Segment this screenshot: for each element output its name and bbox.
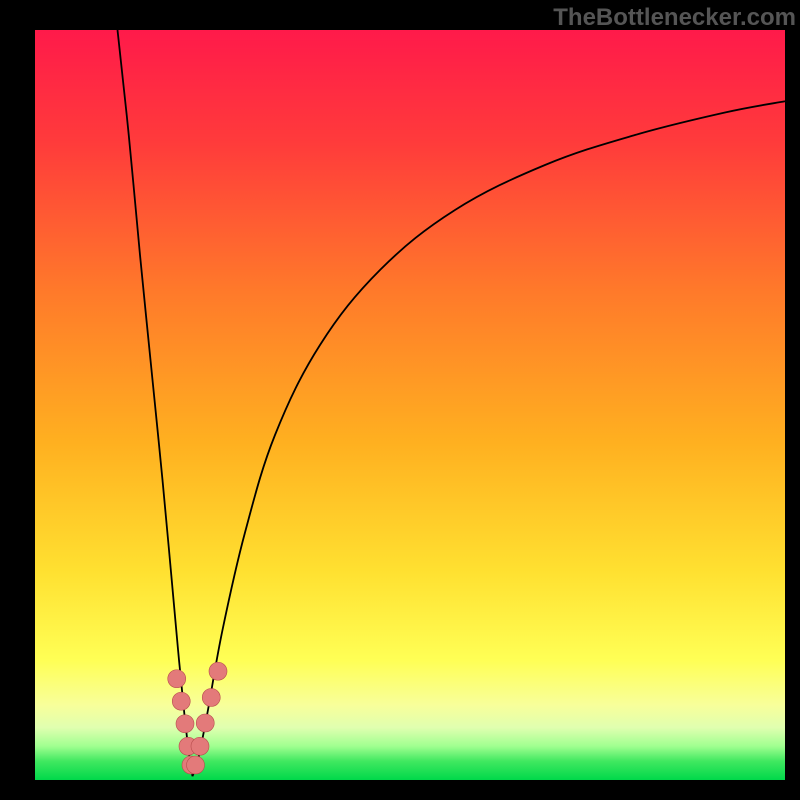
chart-container: TheBottlenecker.com — [0, 0, 800, 800]
valley-marker — [187, 756, 205, 774]
valley-marker — [176, 715, 194, 733]
valley-marker — [209, 662, 227, 680]
valley-marker — [191, 737, 209, 755]
curve-right-branch — [193, 101, 786, 776]
valley-marker — [168, 670, 186, 688]
valley-marker — [196, 714, 214, 732]
curve-left-branch — [118, 30, 193, 776]
valley-marker — [202, 689, 220, 707]
curve-layer — [0, 0, 800, 800]
marker-group — [168, 662, 227, 774]
valley-marker — [172, 692, 190, 710]
